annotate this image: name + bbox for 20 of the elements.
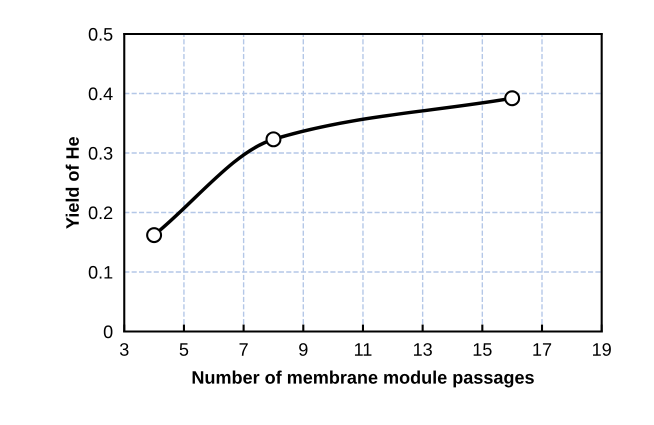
y-tick-label: 0.3 [88, 146, 112, 160]
x-tick-label: 3 [120, 343, 128, 356]
x-tick-label: 5 [180, 343, 188, 356]
y-tick-label: 0.2 [88, 206, 112, 220]
x-tick-label: 17 [533, 343, 552, 356]
x-tick-label: 13 [414, 343, 432, 356]
point [504, 90, 520, 106]
x-tick-label: 7 [240, 343, 248, 356]
y-tick-label: 0.5 [88, 28, 112, 41]
point [265, 131, 282, 148]
y-tick-label: 0.1 [88, 266, 112, 279]
y-axis-title: Yield of He [66, 137, 79, 229]
x-axis-title: Number of membrane module passages [192, 370, 534, 388]
point [146, 227, 162, 244]
x-tick-label: 15 [474, 343, 492, 356]
y-tick-label: 0.4 [88, 87, 113, 100]
y-tick-label: 0 [104, 325, 112, 338]
x-tick-label: 11 [354, 343, 372, 356]
x-tick-label: 19 [593, 343, 611, 356]
x-tick-label: 9 [299, 343, 308, 356]
